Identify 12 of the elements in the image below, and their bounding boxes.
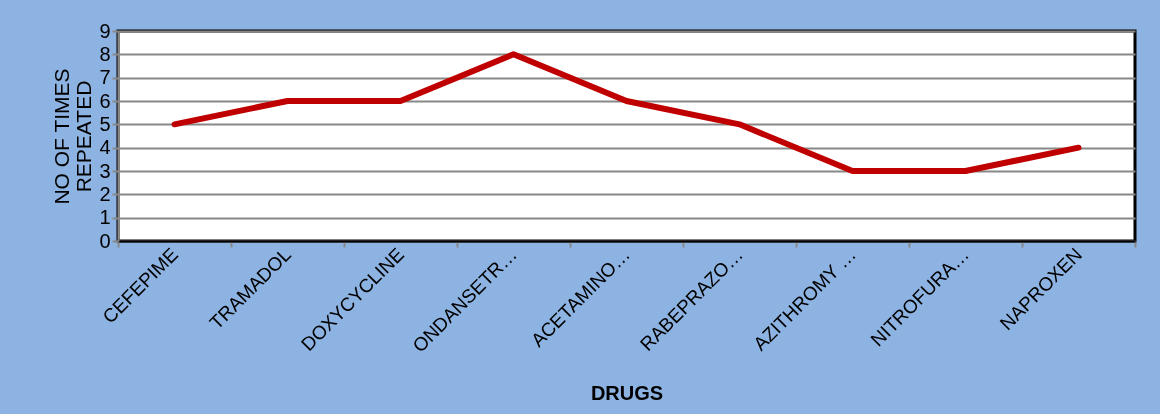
x-axis-title: DRUGS (590, 382, 664, 405)
y-tick-label: 8 (99, 42, 111, 65)
y-tick-label: 9 (99, 19, 111, 42)
y-tick-label: 1 (99, 206, 111, 229)
y-tick-label: 4 (99, 136, 111, 159)
y-tick-label: 2 (99, 182, 111, 205)
y-tick-label: 6 (99, 89, 111, 112)
y-tick-label: 0 (99, 229, 111, 252)
y-tick-label: 3 (99, 159, 111, 182)
y-axis-title: NO OF TIMES REPEATED (50, 68, 96, 205)
y-tick-label: 7 (99, 66, 111, 89)
y-tick-label: 5 (99, 112, 111, 135)
